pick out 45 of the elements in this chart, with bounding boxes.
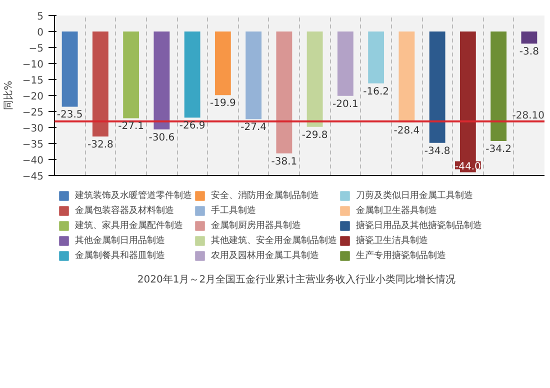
data-label: -32.8 — [88, 139, 114, 150]
legend-label: 安全、消防用金属制品制造 — [211, 190, 319, 202]
y-tick-label: −40 — [22, 156, 44, 166]
y-tick-label: −15 — [22, 76, 44, 86]
data-label: -30.6 — [148, 132, 175, 144]
legend-label: 金属制厨房用器具制造 — [211, 220, 301, 232]
y-tick-label: −5 — [28, 44, 44, 54]
legend-label: 生产专用搪瓷制品制造 — [356, 250, 446, 262]
y-tick-label: −30 — [22, 124, 44, 134]
y-tick-label: −20 — [22, 92, 44, 102]
data-label: -3.8 — [519, 46, 539, 58]
data-label: -16.2 — [363, 86, 389, 98]
legend-label: 金属制餐具和器皿制造 — [75, 250, 165, 262]
data-label: -27.1 — [118, 121, 144, 132]
y-tick-label: −25 — [22, 108, 44, 118]
legend-label: 其他金属制日用品制造 — [75, 234, 165, 247]
data-label: -26.9 — [179, 120, 206, 132]
data-label: -29.8 — [302, 130, 328, 141]
y-tick-label: −10 — [22, 60, 44, 70]
legend-label: 建筑装饰及水暖管道零件制造 — [75, 190, 192, 202]
data-label: -20.1 — [332, 98, 358, 110]
data-label: -38.1 — [271, 156, 298, 168]
data-label: -23.5 — [56, 110, 83, 121]
data-label: -27.4 — [240, 122, 266, 134]
data-label: -34.2 — [486, 144, 512, 155]
legend-label: 金属包装容器及材料制造 — [75, 204, 174, 217]
y-tick-label: −35 — [22, 140, 44, 150]
text: 2020年1月～2月全国五金行业累计主营业务收入行业小类同比增长情况 — [137, 274, 456, 286]
data-label: -34.8 — [424, 146, 450, 157]
legend-label: 农用及园林用金属工具制造 — [211, 250, 319, 262]
legend-label: 搪瓷卫生洁具制造 — [356, 234, 428, 247]
y-tick-label: −45 — [22, 172, 44, 182]
legend-label: 刀剪及类似日用金属工具制造 — [356, 190, 473, 202]
y-tick-label: 0 — [37, 28, 44, 38]
data-label: -28.4 — [394, 125, 420, 136]
y-axis-title: 同比% — [2, 80, 14, 110]
y-tick-label: 5 — [37, 12, 44, 22]
legend-label: 建筑、家具用金属配件制造 — [75, 220, 183, 232]
legend-label: 其他建筑、安全用金属制品制造 — [211, 234, 337, 247]
legend-label: 金属制卫生器具制造 — [356, 204, 437, 217]
legend-label: 搪瓷日用品及其他搪瓷制品制造 — [356, 220, 482, 232]
data-label: -19.9 — [210, 98, 236, 110]
legend-label: 手工具制造 — [211, 204, 256, 217]
ref-line-label: -28.10 — [512, 110, 545, 122]
data-label: -44.0 — [455, 161, 481, 172]
